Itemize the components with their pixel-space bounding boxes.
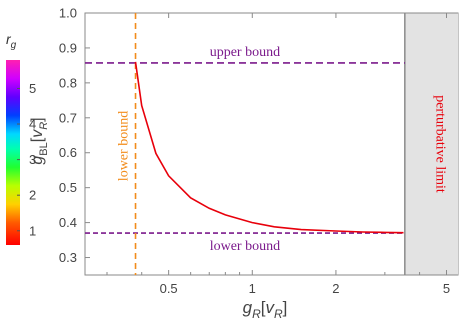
y-tick-label: 0.6 — [59, 145, 77, 160]
lower-bound-label: lower bound — [210, 239, 280, 254]
y-tick-label: 0.3 — [59, 250, 77, 265]
colorbar: rg 1 2 3 4 5 — [6, 31, 36, 245]
y-tick-label: 0.7 — [59, 110, 77, 125]
y-tick-label: 1.0 — [59, 6, 77, 21]
colorbar-tick-label: 4 — [29, 117, 36, 132]
colorbar-tick-label: 3 — [29, 152, 36, 167]
y-tick-label: 0.4 — [59, 215, 77, 230]
x-tick-label: 5 — [443, 281, 450, 296]
colorbar-tick-label: 1 — [29, 223, 36, 238]
y-tick-label: 0.5 — [59, 180, 77, 195]
colorbar-gradient — [6, 60, 20, 245]
colorbar-title: rg — [6, 31, 17, 51]
series-line — [134, 61, 404, 234]
y-tick-label: 0.9 — [59, 40, 77, 55]
upper-bound-label: upper bound — [210, 45, 280, 60]
x-axis-label: gR[vR] — [243, 298, 288, 321]
perturbative-limit-region — [404, 13, 458, 275]
colorbar-tick-label: 5 — [29, 81, 36, 96]
x-tick-label: 0.5 — [160, 281, 178, 296]
x-tick-label: 2 — [332, 281, 339, 296]
colorbar-tick-label: 2 — [29, 188, 36, 203]
lower-bound-vertical-label: lower bound — [117, 111, 132, 181]
y-tick-label: 0.8 — [59, 75, 77, 90]
y-axis-label: gBL[vR] — [29, 117, 50, 164]
perturbative-limit-label: perturbative limit — [432, 95, 447, 193]
x-tick-label: 1 — [249, 281, 256, 296]
